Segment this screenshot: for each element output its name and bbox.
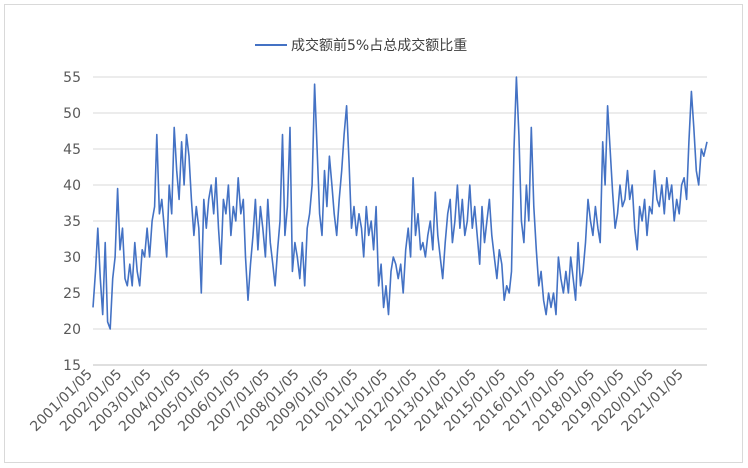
y-tick-label: 30	[63, 250, 81, 266]
series	[92, 76, 708, 330]
gridlines	[93, 76, 707, 330]
y-tick-label: 45	[63, 142, 81, 158]
y-tick-label: 40	[63, 178, 81, 194]
x-axis-ticks: 2001/01/052002/01/052003/01/052004/01/05…	[27, 367, 686, 435]
legend: 成交额前5%占总成交额比重	[255, 37, 467, 54]
y-tick-label: 20	[63, 322, 81, 338]
series-line	[92, 76, 708, 330]
legend-label: 成交额前5%占总成交额比重	[291, 37, 467, 54]
y-tick-label: 50	[63, 106, 81, 122]
y-tick-label: 25	[63, 286, 81, 302]
line-chart: 成交额前5%占总成交额比重 15 20 25 30 35 40 45 50 55 2001/01…	[27, 37, 708, 435]
chart-frame: 成交额前5%占总成交额比重 15 20 25 30 35 40 45 50 55 2001/01…	[4, 4, 743, 463]
y-tick-label: 15	[63, 358, 81, 374]
y-tick-label: 35	[63, 214, 81, 230]
y-tick-label: 55	[63, 70, 81, 86]
y-axis-ticks: 15 20 25 30 35 40 45 50 55	[63, 70, 81, 374]
